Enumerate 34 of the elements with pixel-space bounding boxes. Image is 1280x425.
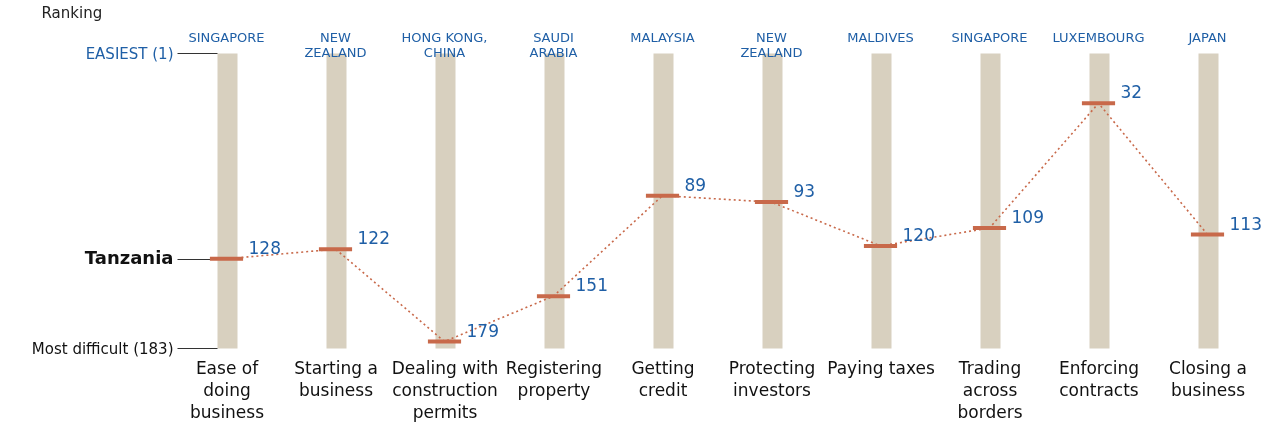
text: MALAYSIA [630, 30, 695, 45]
x-tick-label: Dealing with construction permits [391, 357, 499, 422]
data-label: 151 [575, 275, 608, 296]
data-label: 113 [1229, 213, 1262, 234]
x-tick-label: Paying taxes [827, 357, 935, 378]
annotation: HONG KONG, CHINA [401, 30, 488, 60]
x-tick-label: Starting a business [294, 357, 378, 400]
data-label: 120 [902, 224, 935, 245]
y-tick-label: EASIEST (1) [85, 44, 174, 63]
text: JAPAN [1187, 30, 1227, 45]
x-tick-label: Closing a business [1169, 357, 1247, 400]
y-axis-title: Ranking [41, 3, 103, 22]
data-label: 89 [684, 174, 707, 195]
legend-label: Tanzania [84, 247, 174, 269]
text: LUXEMBOURG [1052, 30, 1145, 45]
annotation: SAUDI ARABIA [529, 30, 578, 60]
data-label: 128 [248, 237, 281, 258]
x-tick-label: Trading across borders [957, 357, 1023, 422]
x-tick-label: Protecting investors [728, 357, 816, 400]
y-tick-label: Most difficult (183) [31, 339, 174, 358]
text: MALDIVES [847, 30, 914, 45]
data-label: 32 [1120, 82, 1143, 103]
text: SINGAPORE [188, 30, 265, 45]
text: SINGAPORE [951, 30, 1028, 45]
data-label: 109 [1011, 207, 1044, 228]
annotation: NEW ZEALAND [304, 30, 367, 60]
data-label: 122 [357, 228, 390, 249]
annotation: NEW ZEALAND [740, 30, 803, 60]
x-tick-label: Registering property [505, 357, 603, 400]
data-label: 93 [793, 181, 816, 202]
x-tick-label: Ease of doing business [189, 357, 265, 422]
data-label: 179 [466, 320, 499, 341]
x-tick-label: Enforcing contracts [1058, 357, 1140, 400]
x-tick-label: Getting credit [631, 357, 695, 400]
